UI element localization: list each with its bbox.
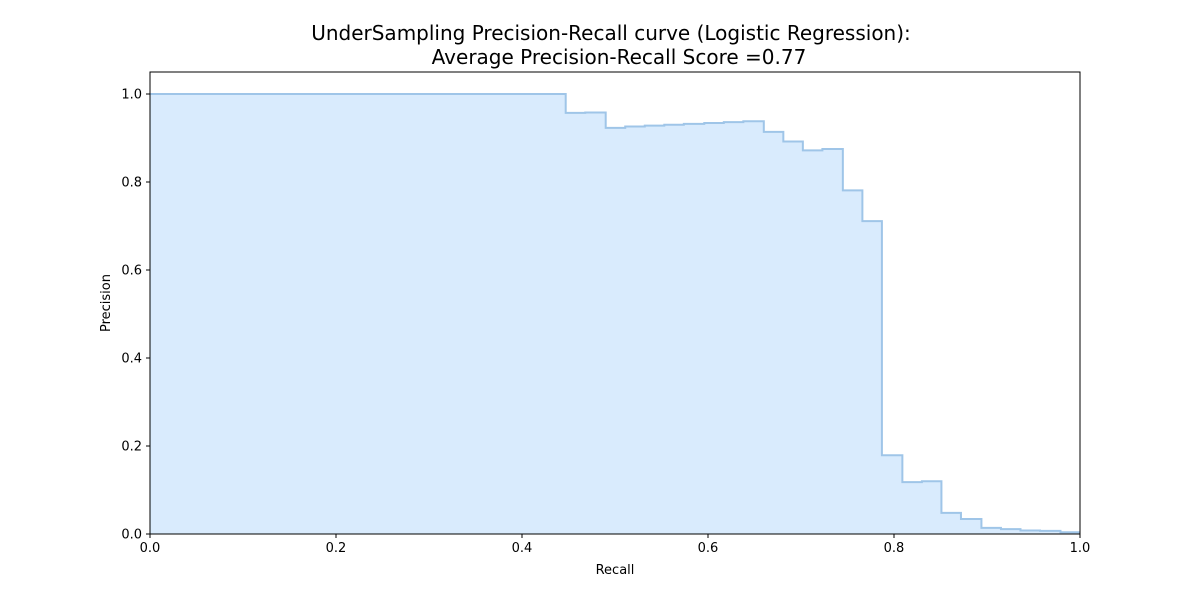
- chart-title-line-1: UnderSampling Precision-Recall curve (Lo…: [311, 21, 911, 45]
- plot-area: [149, 71, 1081, 535]
- y-tick-label: 0.0: [121, 528, 142, 543]
- x-tick-label: 0.0: [140, 541, 161, 556]
- y-axis-label: Precision: [99, 274, 114, 332]
- y-tick-label: 0.6: [121, 264, 142, 279]
- y-tick-label: 0.4: [121, 352, 142, 367]
- chart-title-line-2: Average Precision-Recall Score =0.77: [432, 45, 807, 69]
- x-axis-ticks: 0.0 0.2 0.4 0.6 0.8 1.0: [140, 534, 1091, 556]
- y-tick-label: 1.0: [121, 88, 142, 103]
- x-tick-label: 0.6: [698, 541, 719, 556]
- precision-recall-fill-area: [150, 94, 1080, 534]
- x-tick-label: 0.8: [884, 541, 905, 556]
- x-tick-label: 0.2: [326, 541, 347, 556]
- y-tick-label: 0.8: [121, 176, 142, 191]
- x-tick-label: 1.0: [1070, 541, 1091, 556]
- y-tick-label: 0.2: [121, 440, 142, 455]
- precision-recall-step-line: [150, 93, 1080, 534]
- axes-frame: [149, 71, 1081, 535]
- x-axis-label: Recall: [596, 563, 635, 578]
- y-axis-ticks: 0.0 0.2 0.4 0.6 0.8 1.0: [121, 88, 150, 543]
- x-tick-label: 0.4: [512, 541, 533, 556]
